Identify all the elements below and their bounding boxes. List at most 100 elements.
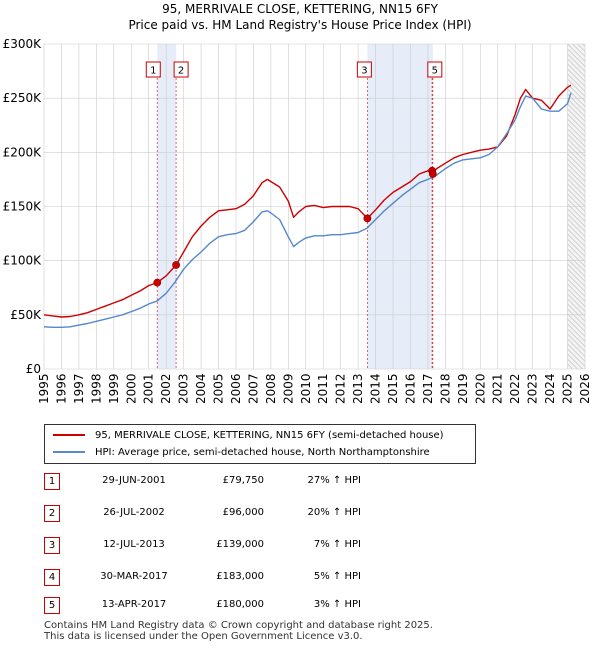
x-tick-label: 2008 bbox=[264, 373, 278, 404]
hatch-line bbox=[567, 178, 585, 197]
hatch-line bbox=[567, 343, 585, 362]
x-tick-label: 1997 bbox=[72, 373, 86, 404]
transaction-price: £96,000 bbox=[222, 507, 264, 518]
y-tick-label: £50K bbox=[10, 308, 42, 322]
hatch-line bbox=[567, 128, 585, 147]
x-tick-label: 2011 bbox=[316, 373, 330, 404]
x-tick-label: 2015 bbox=[386, 373, 400, 404]
x-tick-label: 2019 bbox=[456, 373, 470, 404]
hatch-line bbox=[568, 24, 585, 41]
transaction-marker bbox=[173, 61, 189, 78]
transaction-badge: 2 bbox=[44, 505, 60, 522]
table-row: 5 13-APR-2017 £180,000 3% ↑ HPI bbox=[44, 596, 584, 614]
transaction-badge: 3 bbox=[44, 537, 60, 554]
transaction-date: 12-JUL-2013 bbox=[103, 539, 165, 550]
hatch-line bbox=[567, 363, 573, 369]
hatch-line bbox=[567, 263, 585, 282]
table-row: 1 29-JUN-2001 £79,750 27% ↑ HPI bbox=[44, 472, 584, 490]
x-tick-label: 2013 bbox=[351, 373, 365, 404]
hatch-line bbox=[567, 48, 585, 67]
hatch-line bbox=[567, 158, 585, 177]
legend-item-hpi: HPI: Average price, semi-detached house,… bbox=[53, 445, 430, 461]
x-tick-label: 2009 bbox=[281, 373, 295, 404]
hatch-line bbox=[567, 333, 585, 352]
y-tick-label: £150K bbox=[3, 200, 43, 214]
hatch-line bbox=[567, 133, 585, 152]
hatch-line bbox=[567, 358, 578, 369]
hatch-line bbox=[567, 318, 585, 337]
hatch-line bbox=[567, 103, 585, 122]
hatch-line bbox=[567, 153, 585, 172]
legend-swatch-property bbox=[53, 434, 85, 436]
legend-item-property: 95, MERRIVALE CLOSE, KETTERING, NN15 6FY… bbox=[53, 428, 444, 444]
x-tick-label: 2000 bbox=[124, 373, 138, 404]
transaction-badge: 4 bbox=[44, 569, 60, 586]
hatch-line bbox=[567, 163, 585, 182]
x-tick-label: 1998 bbox=[89, 373, 103, 404]
transaction-hpi: 3% ↑ HPI bbox=[313, 599, 361, 610]
transaction-marker-label: 3 bbox=[361, 66, 367, 77]
hatch-line bbox=[567, 273, 585, 292]
x-tick-label: 2010 bbox=[299, 373, 313, 404]
transaction-hpi: 5% ↑ HPI bbox=[313, 571, 361, 582]
sale-point bbox=[172, 261, 181, 269]
hatch-line bbox=[567, 143, 585, 162]
hatch-line bbox=[572, 44, 585, 57]
transaction-badge: 5 bbox=[44, 597, 60, 614]
x-tick-label: 2020 bbox=[473, 373, 487, 404]
price-chart: 1 2 3 5 £0 £50K £100K £150K £200K £250K £300K 1995… bbox=[3, 4, 592, 404]
hatch-line bbox=[568, 19, 585, 36]
hatch-line bbox=[567, 53, 585, 72]
hatch-line bbox=[577, 44, 585, 52]
hatch-line bbox=[567, 248, 585, 267]
transaction-hpi: 20% ↑ HPI bbox=[307, 507, 361, 518]
hatch-line bbox=[567, 243, 585, 262]
transaction-marker-label: 1 bbox=[150, 66, 156, 77]
x-tick-label: 2022 bbox=[508, 373, 522, 404]
x-tick-label: 1996 bbox=[54, 373, 68, 404]
x-tick-label: 2007 bbox=[246, 373, 260, 404]
hatch-line bbox=[567, 98, 585, 117]
footer-copyright: Contains HM Land Registry data © Crown c… bbox=[44, 620, 433, 631]
hatch-line bbox=[567, 123, 585, 142]
transaction-date: 29-JUN-2001 bbox=[102, 475, 166, 486]
hatch-line bbox=[567, 353, 583, 369]
x-tick-label: 2018 bbox=[438, 373, 452, 404]
hatch-line bbox=[567, 188, 585, 207]
hatch-line bbox=[567, 113, 585, 132]
x-tick-label: 2025 bbox=[561, 373, 575, 404]
hatch-line bbox=[567, 118, 585, 137]
hatch-line bbox=[567, 223, 585, 242]
x-tick-label: 2001 bbox=[142, 373, 156, 404]
hatch-line bbox=[567, 208, 585, 227]
hatch-line bbox=[567, 148, 585, 167]
hatch-line bbox=[568, 9, 585, 26]
chart-subtitle: Price paid vs. HM Land Registry's House … bbox=[128, 18, 472, 32]
hatch-line bbox=[567, 303, 585, 322]
hatch-line bbox=[567, 218, 585, 237]
x-tick-label: 1999 bbox=[107, 373, 121, 404]
x-tick-label: 2004 bbox=[194, 373, 208, 404]
hatch-line bbox=[567, 198, 585, 217]
legend-swatch-hpi bbox=[53, 451, 85, 453]
x-tick-label: 2026 bbox=[578, 373, 592, 404]
hatch-line bbox=[567, 78, 585, 97]
transaction-price: £180,000 bbox=[216, 599, 264, 610]
x-tick-label: 2003 bbox=[177, 373, 191, 404]
transaction-price: £79,750 bbox=[222, 475, 264, 486]
x-tick-label: 2012 bbox=[334, 373, 348, 404]
hatch-line bbox=[567, 108, 585, 127]
legend-label-hpi: HPI: Average price, semi-detached house,… bbox=[95, 447, 430, 458]
hatch-line bbox=[567, 203, 585, 222]
footer-licence: This data is licensed under the Open Gov… bbox=[44, 631, 363, 642]
sale-point bbox=[428, 170, 437, 178]
x-tick-label: 2017 bbox=[421, 373, 435, 404]
hatch-line bbox=[567, 283, 585, 302]
table-row: 3 12-JUL-2013 £139,000 7% ↑ HPI bbox=[44, 536, 584, 554]
transaction-marker bbox=[356, 61, 372, 78]
sale-point bbox=[363, 214, 372, 223]
hatch-line bbox=[568, 4, 585, 21]
sale-point bbox=[153, 278, 162, 287]
hatch-line bbox=[567, 323, 585, 342]
transaction-marker-label: 5 bbox=[432, 66, 438, 77]
